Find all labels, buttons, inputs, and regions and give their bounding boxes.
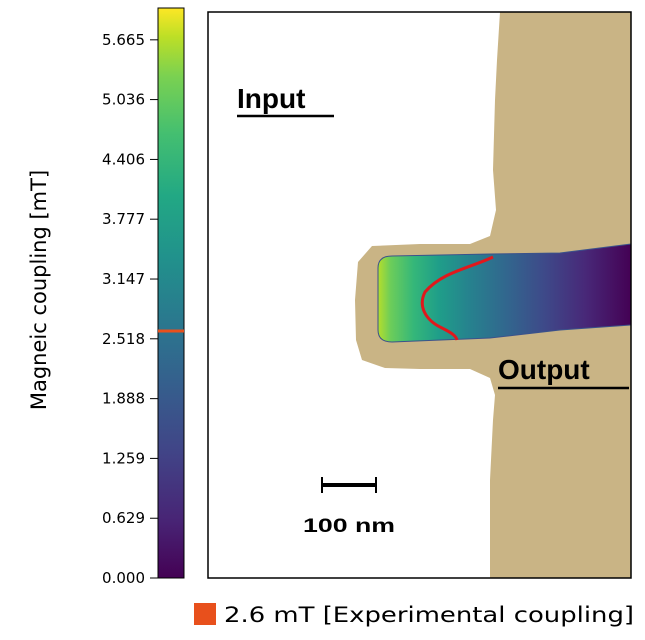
colorbar-tick-label: 5.036	[102, 91, 145, 109]
colorbar-tick-label: 0.000	[102, 569, 145, 587]
colorbar-marker	[158, 329, 184, 333]
colorbar-tick-label: 0.629	[102, 509, 145, 527]
colorbar-tick-label: 3.147	[102, 270, 145, 288]
output-label: Output	[498, 354, 590, 385]
colorbar-label: Magneic coupling [mT]	[27, 170, 51, 410]
colorbar-ticks: 0.000 0.629 1.259 1.888 2.518 3.147 3.777 4.406…	[102, 31, 158, 587]
coupling-map	[377, 243, 631, 343]
scale-bar-label: 100 nm	[303, 516, 395, 537]
scale-bar	[321, 477, 377, 493]
panel-frame	[207, 11, 632, 579]
colorbar-tick-label: 3.777	[102, 210, 145, 228]
colorbar-gradient	[157, 7, 185, 579]
colorbar-tick-label: 2.518	[102, 330, 145, 348]
colorbar-tick-label: 5.665	[102, 31, 145, 49]
colorbar-tick-label: 1.259	[102, 449, 145, 467]
legend-swatch	[194, 603, 216, 625]
colorbar-tick-label: 4.406	[102, 150, 145, 168]
colorbar-tick-label: 1.888	[102, 390, 145, 408]
device-panel	[208, 12, 631, 578]
experimental-coupling-contour	[420, 255, 494, 341]
input-label: Input	[237, 83, 305, 114]
legend-text: 2.6 mT [Experimental coupling]	[224, 603, 634, 627]
